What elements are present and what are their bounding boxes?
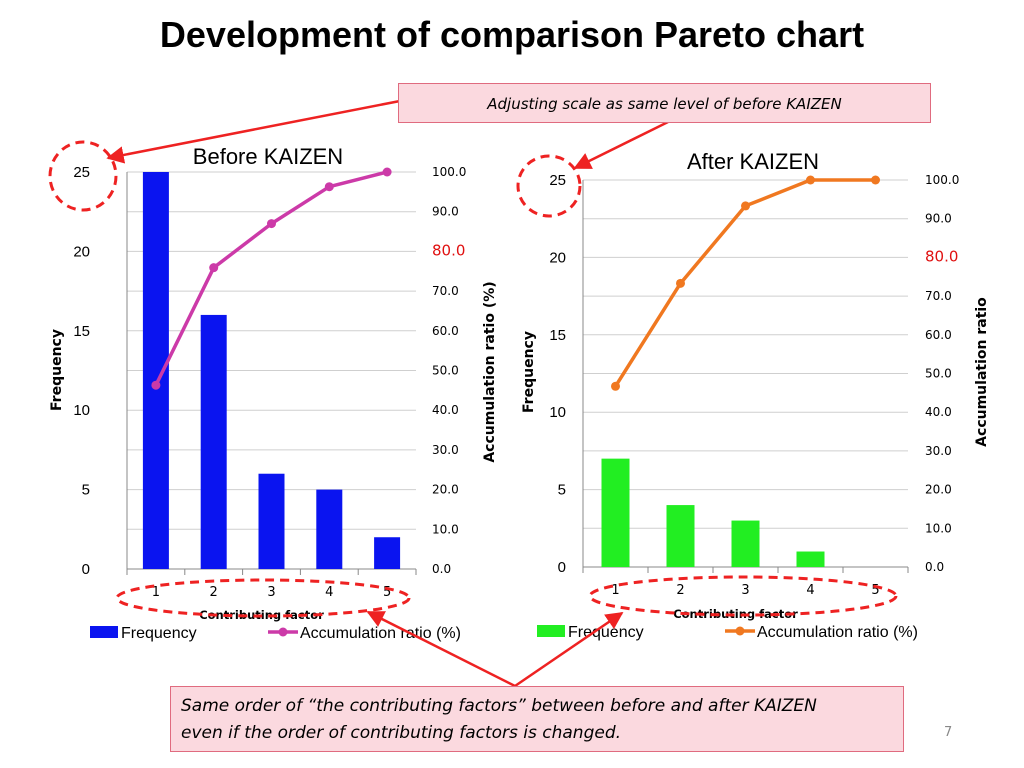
- after-frequency-bar: [601, 458, 630, 567]
- before-x-tick-label: 2: [210, 585, 218, 600]
- before-chart-title: Before KAIZEN: [193, 144, 343, 169]
- after-x-tick-label: 2: [676, 583, 684, 598]
- before-y2-tick-label: 40.0: [432, 403, 459, 417]
- before-y2-tick-label: 100.0: [432, 165, 466, 179]
- before-x-tick-label: 5: [383, 585, 391, 600]
- after-frequency-bar: [796, 551, 825, 567]
- after-x-tick-label: 3: [741, 583, 749, 598]
- after-y2-tick-label: 0.0: [925, 560, 944, 574]
- after-y2-tick-label: 100.0: [925, 173, 959, 187]
- slide-title: Development of comparison Pareto chart: [159, 14, 865, 55]
- before-accumulation-point: [209, 263, 219, 273]
- after-categories-highlight: [588, 575, 898, 617]
- before-y2-tick-label: 10.0: [432, 522, 459, 536]
- after-y2-tick-label: 50.0: [925, 367, 952, 381]
- after-y2-tick-label: 80.0: [925, 247, 958, 265]
- arrow-to-after-scale: [573, 120, 669, 170]
- after-y-axis-label: Frequency: [521, 331, 537, 413]
- before-y-tick-label: 10: [73, 402, 90, 419]
- before-y-tick-label: 5: [82, 482, 90, 499]
- before-accumulation-point: [324, 182, 334, 192]
- after-accumulation-point: [806, 175, 815, 185]
- after-scale-highlight: [516, 154, 582, 218]
- before-x-tick-label: 1: [152, 585, 160, 600]
- after-legend-bar-swatch: [537, 625, 565, 637]
- before-y2-tick-label: 60.0: [432, 324, 459, 338]
- after-accumulation-point: [611, 381, 620, 391]
- before-accumulation-line: [154, 170, 388, 386]
- before-y2-tick-label: 90.0: [432, 205, 459, 219]
- arrow-to-after-categories: [514, 611, 624, 688]
- order-callout-line-2: even if the order of contributing factor…: [181, 723, 622, 743]
- before-frequency-bar: [258, 473, 285, 569]
- after-y-tick-label: 5: [558, 482, 566, 499]
- after-y-tick-label: 0: [558, 559, 566, 576]
- before-y2-tick-label: 70.0: [432, 284, 459, 298]
- after-y2-tick-label: 20.0: [925, 483, 952, 497]
- before-y-tick-label: 20: [73, 243, 90, 260]
- before-y2-axis-label: Accumulation ratio (%): [482, 281, 498, 462]
- before-accumulation-point: [267, 219, 276, 229]
- before-y-tick-label: 0: [82, 561, 90, 578]
- before-frequency-bar: [316, 489, 343, 569]
- before-y2-tick-label: 80.0: [432, 241, 465, 259]
- before-categories-highlight: [115, 578, 411, 618]
- before-y2-tick-label: 50.0: [432, 364, 459, 378]
- after-y2-tick-label: 30.0: [925, 444, 952, 458]
- after-y-tick-label: 25: [549, 172, 566, 189]
- after-y2-tick-label: 40.0: [925, 405, 952, 419]
- after-frequency-bar: [731, 520, 760, 567]
- before-x-tick-label: 4: [325, 585, 333, 600]
- after-legend-bar-label: Frequency: [568, 624, 644, 641]
- before-y-tick-label: 25: [73, 164, 90, 181]
- after-x-tick-label: 1: [611, 583, 619, 598]
- after-y2-tick-label: 70.0: [925, 289, 952, 303]
- after-x-tick-label: 4: [806, 583, 814, 598]
- after-x-tick-label: 5: [871, 583, 879, 598]
- after-accumulation-line: [614, 178, 876, 388]
- before-accumulation-point: [382, 167, 392, 177]
- before-frequency-bar: [374, 537, 401, 569]
- arrow-to-before-scale: [106, 99, 401, 164]
- after-y-tick-label: 20: [549, 249, 566, 266]
- before-frequency-bar: [200, 314, 227, 569]
- before-y-axis-label: Frequency: [49, 329, 65, 411]
- after-accumulation-point: [871, 175, 880, 185]
- before-legend-bar-label: Frequency: [121, 625, 197, 642]
- after-y2-tick-label: 60.0: [925, 328, 952, 342]
- before-y-tick-label: 15: [73, 323, 90, 340]
- pareto-chart-before: 05101520250.010.020.030.040.050.060.070.…: [49, 144, 498, 642]
- after-x-axis-label: Contributing factor: [673, 607, 798, 621]
- arrow-to-before-categories: [366, 610, 516, 688]
- before-accumulation-point: [151, 380, 161, 390]
- after-y-tick-label: 10: [549, 404, 566, 421]
- after-legend-line-marker: [735, 626, 745, 636]
- before-legend-bar-swatch: [90, 626, 118, 638]
- before-y2-tick-label: 0.0: [432, 562, 451, 576]
- after-y-tick-label: 15: [549, 327, 566, 344]
- before-legend-line-label: Accumulation ratio (%): [300, 625, 461, 642]
- after-accumulation-point: [676, 278, 685, 288]
- after-chart-title: After KAIZEN: [687, 149, 819, 174]
- after-y2-axis-label: Accumulation ratio: [974, 297, 990, 447]
- order-callout-line-1: Same order of “the contributing factors”…: [181, 696, 817, 716]
- annotations: [48, 99, 898, 688]
- order-callout: Same order of “the contributing factors”…: [170, 686, 904, 752]
- before-y2-tick-label: 20.0: [432, 483, 459, 497]
- before-scale-highlight: [48, 140, 118, 212]
- before-legend-line-marker: [278, 627, 288, 637]
- before-y2-tick-label: 30.0: [432, 443, 459, 457]
- pareto-chart-after: 05101520250.010.020.030.040.050.060.070.…: [521, 149, 990, 641]
- page-number: 7: [944, 725, 953, 740]
- after-frequency-bar: [666, 505, 695, 567]
- before-x-tick-label: 3: [267, 585, 275, 600]
- after-y2-tick-label: 90.0: [925, 212, 952, 226]
- scale-callout: Adjusting scale as same level of before …: [398, 83, 931, 123]
- after-y2-tick-label: 10.0: [925, 521, 952, 535]
- after-legend-line-label: Accumulation ratio (%): [757, 624, 918, 641]
- after-accumulation-point: [741, 201, 750, 211]
